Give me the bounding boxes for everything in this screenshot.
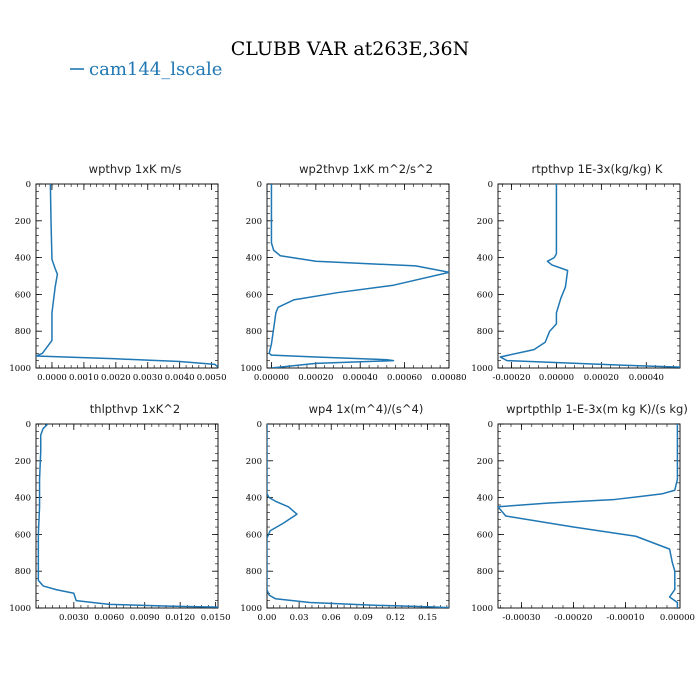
y-tick-label: 800 bbox=[15, 327, 31, 337]
y-tick-label: 600 bbox=[246, 290, 262, 300]
panel-title: thlpthvp 1xK^2 bbox=[90, 402, 180, 416]
x-tick-label: 0.12 bbox=[386, 613, 405, 623]
x-tick-label: -0.00030 bbox=[502, 613, 540, 623]
series-line bbox=[37, 424, 218, 608]
x-tick-label: 0.0120 bbox=[165, 613, 195, 623]
x-tick-label: 0.0060 bbox=[94, 613, 124, 623]
y-tick-label: 800 bbox=[246, 567, 262, 577]
x-tick-label: 0.00000 bbox=[539, 373, 574, 383]
y-tick-label: 400 bbox=[246, 494, 262, 504]
x-tick-label: 0.00040 bbox=[629, 373, 664, 383]
series-line bbox=[36, 184, 218, 368]
panel-title: wp2thvp 1xK m^2/s^2 bbox=[299, 162, 433, 176]
y-tick-label: 400 bbox=[246, 254, 262, 264]
x-tick-label: 0.0030 bbox=[59, 613, 89, 623]
x-tick-label: 0.00020 bbox=[584, 373, 619, 383]
y-tick-label: 800 bbox=[477, 567, 493, 577]
plot-frame bbox=[266, 183, 450, 369]
x-tick-label: 0.00060 bbox=[387, 373, 422, 383]
x-tick-label: 0.15 bbox=[418, 613, 437, 623]
y-tick-label: 800 bbox=[246, 327, 262, 337]
y-tick-label: 1000 bbox=[471, 364, 493, 374]
x-tick-label: 0.00000 bbox=[660, 613, 695, 623]
legend-label: cam144_lscale bbox=[89, 59, 222, 80]
y-tick-label: 1000 bbox=[240, 364, 262, 374]
panel-title: rtpthvp 1E-3x(kg/kg) K bbox=[532, 162, 663, 176]
y-tick-label: 600 bbox=[15, 530, 31, 540]
x-tick-label: -0.00010 bbox=[606, 613, 644, 623]
chart-panel-3: rtpthvp 1E-3x(kg/kg) K -0.00020 0.00000 0.0… bbox=[471, 162, 681, 383]
x-tick-label: 0.0150 bbox=[201, 613, 231, 623]
y-tick-label: 200 bbox=[246, 457, 262, 467]
x-tick-label: 0.0090 bbox=[130, 613, 160, 623]
y-tick-label: 0 bbox=[488, 180, 493, 190]
y-tick-label: 0 bbox=[257, 180, 262, 190]
y-tick-label: 1000 bbox=[471, 604, 493, 614]
y-tick-label: 400 bbox=[15, 494, 31, 504]
y-tick-label: 800 bbox=[477, 327, 493, 337]
y-tick-label: 0 bbox=[26, 180, 31, 190]
series-line bbox=[267, 424, 449, 608]
figure-title: CLUBB VAR at263E,36N bbox=[231, 38, 470, 60]
panel-title: wpthvp 1xK m/s bbox=[89, 162, 182, 176]
x-tick-label: 0.0010 bbox=[69, 373, 99, 383]
chart-panel-4: thlpthvp 1xK^2 0.0030 0.0060 0.0090 0.0120 0.… bbox=[9, 402, 230, 623]
chart-panel-2: wp2thvp 1xK m^2/s^2 0.00000 0.00020 0.00040… bbox=[240, 162, 466, 383]
y-tick-label: 0 bbox=[488, 420, 493, 430]
x-tick-label: 0.0050 bbox=[197, 373, 227, 383]
series-line bbox=[268, 184, 449, 368]
plot-frame bbox=[497, 423, 681, 609]
x-tick-label: 0.09 bbox=[354, 613, 373, 623]
y-tick-label: 600 bbox=[246, 530, 262, 540]
series-line bbox=[498, 424, 679, 608]
x-tick-label: 0.00000 bbox=[254, 373, 289, 383]
x-tick-label: 0.00080 bbox=[431, 373, 466, 383]
y-tick-label: 1000 bbox=[9, 364, 31, 374]
y-tick-label: 600 bbox=[477, 530, 493, 540]
y-tick-label: 0 bbox=[257, 420, 262, 430]
x-tick-label: 0.0020 bbox=[101, 373, 131, 383]
x-tick-label: 0.06 bbox=[322, 613, 341, 623]
plot-frame bbox=[266, 423, 450, 609]
y-tick-label: 600 bbox=[477, 290, 493, 300]
chart-panel-1: wpthvp 1xK m/s0.0000 0.0010 0.0020 0.0030 0.… bbox=[9, 162, 226, 383]
y-tick-label: 0 bbox=[26, 420, 31, 430]
x-tick-label: 0.00040 bbox=[343, 373, 378, 383]
plot-frame bbox=[35, 183, 219, 369]
x-tick-label: 0.00020 bbox=[298, 373, 333, 383]
panel-title: wprtpthlp 1-E-3x(m kg K)/(s kg) bbox=[506, 402, 688, 416]
x-tick-label: 0.0040 bbox=[165, 373, 195, 383]
x-tick-label: 0.0030 bbox=[133, 373, 163, 383]
x-tick-label: 0.00 bbox=[258, 613, 277, 623]
x-tick-label: 0.03 bbox=[290, 613, 309, 623]
y-tick-label: 200 bbox=[15, 457, 31, 467]
x-tick-label: 0.0000 bbox=[37, 373, 67, 383]
plot-frame bbox=[35, 423, 219, 609]
panel-title: wp4 1x(m^4)/(s^4) bbox=[309, 402, 424, 416]
x-tick-label: -0.00020 bbox=[554, 613, 592, 623]
y-tick-label: 800 bbox=[15, 567, 31, 577]
y-tick-label: 200 bbox=[246, 217, 262, 227]
y-tick-label: 600 bbox=[15, 290, 31, 300]
y-tick-label: 200 bbox=[15, 217, 31, 227]
plot-frame bbox=[497, 183, 681, 369]
chart-panel-5: wp4 1x(m^4)/(s^4) 0.00 0.03 0.06 0.09 0.12 0.1… bbox=[240, 402, 450, 623]
legend: cam144_lscale bbox=[70, 59, 222, 80]
chart-panel-6: wprtpthlp 1-E-3x(m kg K)/(s kg) -0.00030 -… bbox=[471, 402, 695, 623]
y-tick-label: 400 bbox=[477, 254, 493, 264]
x-tick-label: -0.00020 bbox=[492, 373, 530, 383]
y-tick-label: 1000 bbox=[9, 604, 31, 614]
series-line bbox=[499, 184, 680, 368]
y-tick-label: 200 bbox=[477, 217, 493, 227]
y-tick-label: 1000 bbox=[240, 604, 262, 614]
y-tick-label: 400 bbox=[15, 254, 31, 264]
panel-grid: wpthvp 1xK m/s0.0000 0.0010 0.0020 0.0030 0.… bbox=[9, 162, 695, 623]
y-tick-label: 400 bbox=[477, 494, 493, 504]
y-tick-label: 200 bbox=[477, 457, 493, 467]
